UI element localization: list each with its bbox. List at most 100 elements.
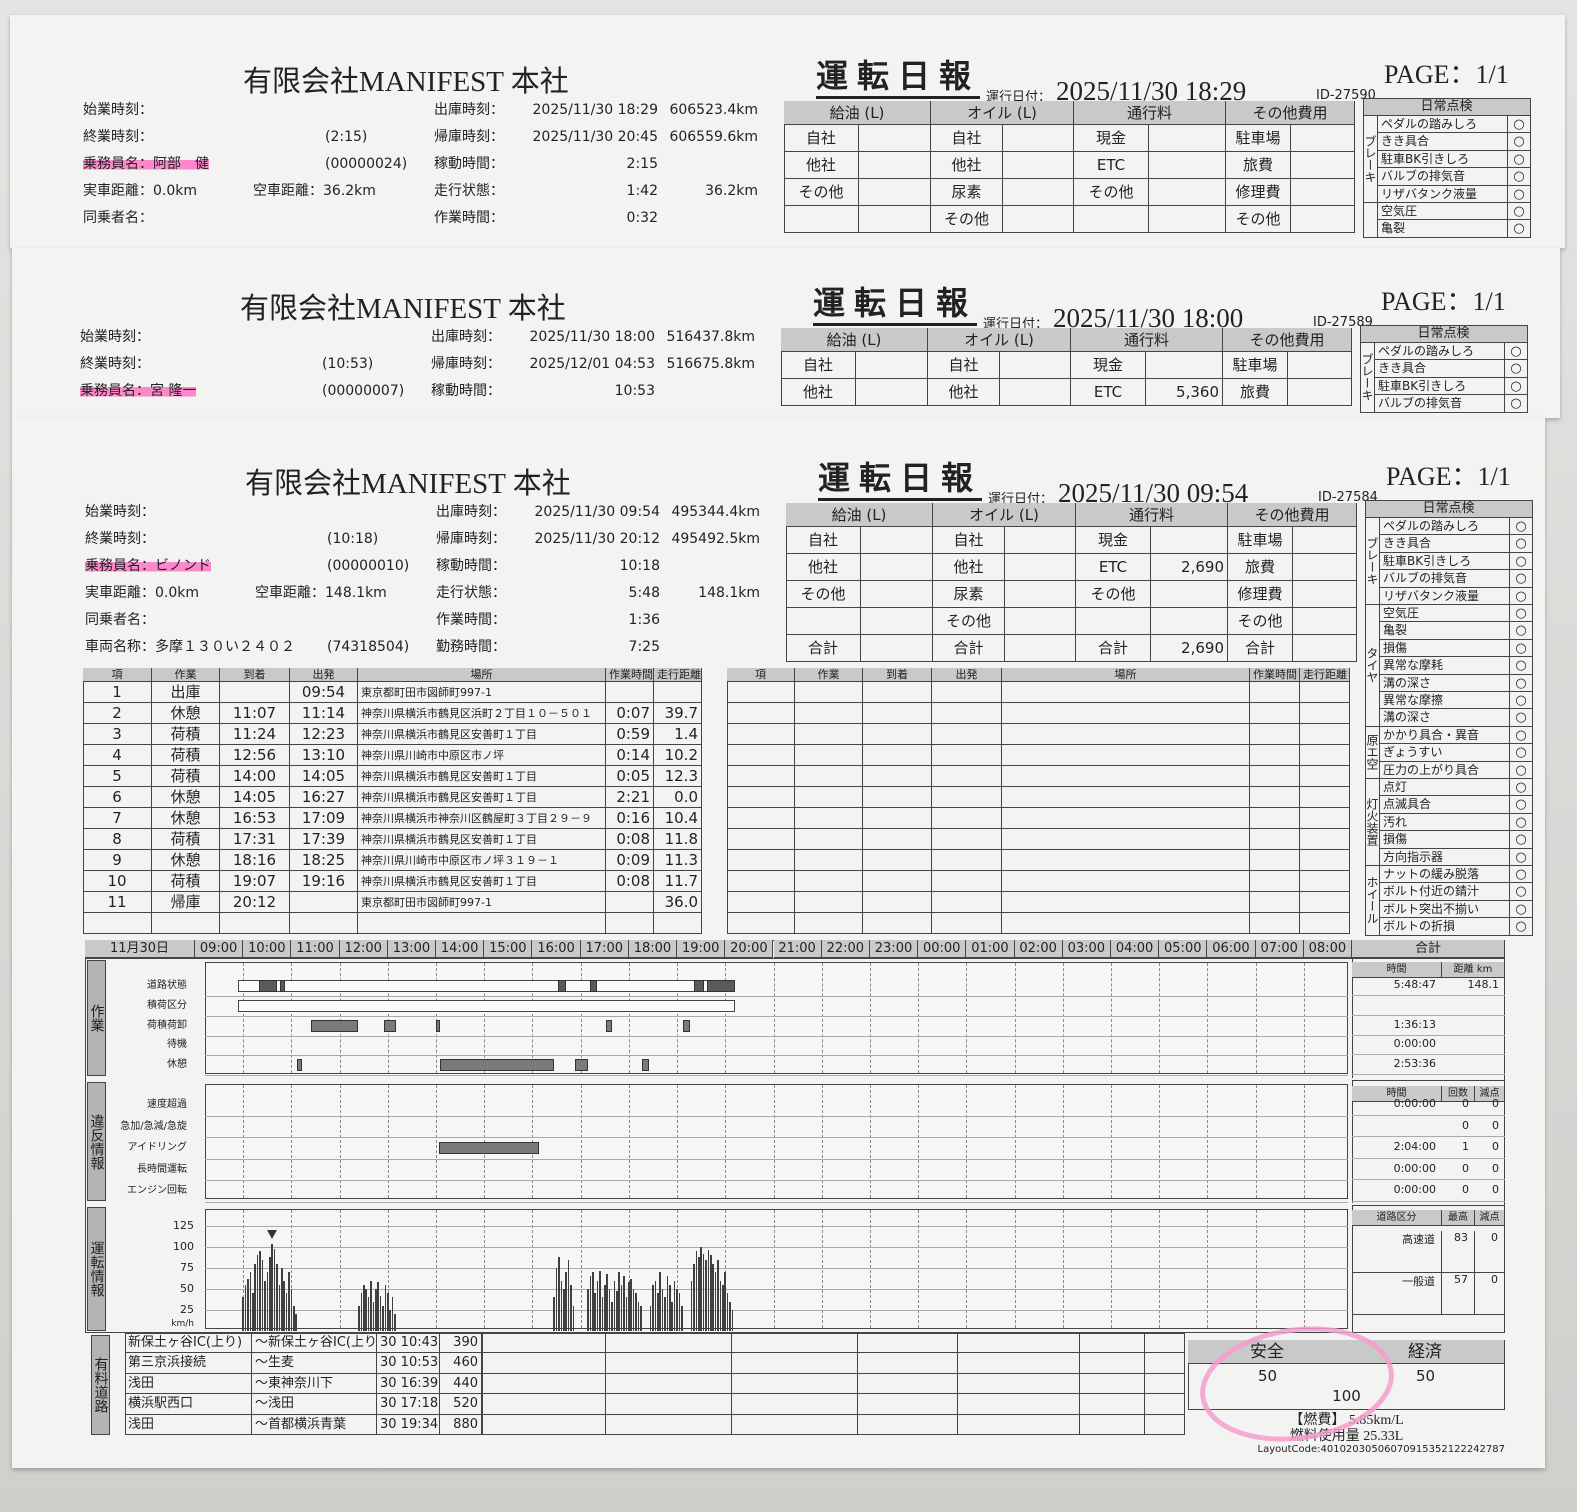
stops-cell: 0:09 (606, 850, 654, 871)
stops-cell (1002, 766, 1250, 787)
stops-cell (795, 682, 863, 703)
summary-line (1352, 1179, 1442, 1181)
check-item: リザバタンク液量 (1380, 587, 1510, 605)
speed-bar (599, 1270, 601, 1331)
stops-cell (1300, 703, 1350, 724)
stops-cell (727, 787, 795, 808)
expense-amount (1149, 125, 1226, 152)
hour-gridline (339, 1210, 341, 1328)
speed-bar (565, 1272, 567, 1331)
stops-header: 項 (727, 668, 795, 682)
hour-gridline (387, 1210, 389, 1328)
grid-line (205, 1247, 1348, 1248)
check-mark: ○ (1510, 674, 1533, 692)
check-mark: ○ (1510, 709, 1533, 727)
summary-value: 1:36:13 (1393, 1017, 1436, 1031)
summary-line (1442, 1179, 1475, 1181)
expense-item: 合計 (1076, 635, 1151, 662)
road-cell: 一般道 (1352, 1273, 1442, 1315)
grid-line (205, 1310, 1348, 1311)
toll-cell (606, 1394, 732, 1415)
expense-item: その他 (1074, 179, 1149, 206)
summary-value: 0 (1492, 1140, 1499, 1153)
table-frame (1365, 500, 1533, 936)
stops-cell: 17:39 (290, 829, 358, 850)
report-id: ID-27589 (1313, 315, 1373, 330)
stops-cell (1002, 850, 1250, 871)
section-label: 作業 (87, 960, 106, 1076)
expense-amount (1005, 527, 1076, 554)
stops-cell (1300, 682, 1350, 703)
speed-bar (249, 1272, 252, 1331)
expense-amount (1003, 179, 1074, 206)
check-item: 方向指示器 (1380, 848, 1510, 866)
check-mark: ○ (1510, 831, 1533, 849)
check-mark: ○ (1510, 657, 1533, 675)
check-mark: ○ (1508, 168, 1531, 186)
toll-cell (732, 1373, 858, 1395)
expense-amount (1293, 527, 1357, 554)
report-title: 運転日報 (816, 56, 981, 99)
stops-cell: 12:23 (290, 724, 358, 745)
stops-cell (863, 829, 932, 850)
speed-bar (256, 1255, 259, 1331)
summary-header: 時間 (1352, 1086, 1442, 1102)
hour-gridline (1159, 1210, 1161, 1328)
expense-item: その他 (784, 179, 859, 206)
speed-bar (591, 1272, 594, 1331)
time-frame (238, 999, 735, 1012)
hour-gridline (1207, 1085, 1209, 1198)
info-value: 36.2km (705, 183, 758, 199)
expense-item: 旅費 (1226, 152, 1291, 179)
hour-label: 04:00 (1110, 940, 1160, 958)
stops-cell: 12.3 (654, 766, 702, 787)
stops-cell: 0:07 (606, 703, 654, 724)
check-mark: ○ (1510, 535, 1533, 553)
info-label: 出庫時刻： (431, 329, 501, 345)
report-title: 運転日報 (818, 458, 983, 501)
speed-bar (570, 1284, 572, 1331)
check-mark: ○ (1510, 622, 1533, 640)
hour-label: 03:00 (1062, 940, 1111, 958)
stops-cell: 10.4 (654, 808, 702, 829)
toll-cell (1145, 1353, 1185, 1374)
info-value: (00000010) (327, 558, 410, 574)
total-label: 合計 (1352, 940, 1505, 958)
expense-amount (1003, 206, 1074, 233)
stops-cell (83, 913, 152, 934)
info-value: 495492.5km (671, 531, 760, 547)
hour-gridline (580, 963, 582, 1073)
toll-cell (1145, 1394, 1185, 1415)
summary-line (1442, 1136, 1475, 1138)
stops-cell (1002, 892, 1250, 913)
speed-bar (362, 1284, 365, 1331)
lane-line (205, 995, 1348, 997)
speed-bar (374, 1289, 377, 1331)
hour-gridline (677, 1085, 679, 1198)
toll-cell (1080, 1414, 1145, 1435)
lane-line (205, 1075, 1348, 1077)
stops-cell: 4 (83, 745, 152, 766)
check-group (1363, 203, 1378, 238)
stops-cell: 11:14 (290, 703, 358, 724)
check-item: 損傷 (1380, 639, 1510, 658)
stops-cell: 荷積 (152, 871, 220, 892)
table-frame (125, 1333, 482, 1435)
row-label: アイドリング (127, 1142, 188, 1153)
page-number: PAGE：1/1 (1386, 462, 1511, 491)
toll-cell (858, 1414, 958, 1435)
expense-amount (856, 352, 928, 379)
summary-value: 0 (1492, 1118, 1499, 1132)
expense-amount (1291, 179, 1355, 206)
expense-item (786, 608, 861, 635)
hour-gridline (677, 963, 679, 1073)
toll-cell (482, 1353, 606, 1374)
expense-header: 給油 (L) (786, 503, 933, 527)
speed-bar (637, 1301, 640, 1331)
speed-bar (372, 1301, 375, 1331)
check-mark: ○ (1510, 900, 1533, 919)
plot-box (205, 962, 1348, 1074)
check-mark: ○ (1510, 639, 1533, 658)
check-mark: ○ (1505, 360, 1528, 378)
summary-line (1352, 1054, 1442, 1056)
